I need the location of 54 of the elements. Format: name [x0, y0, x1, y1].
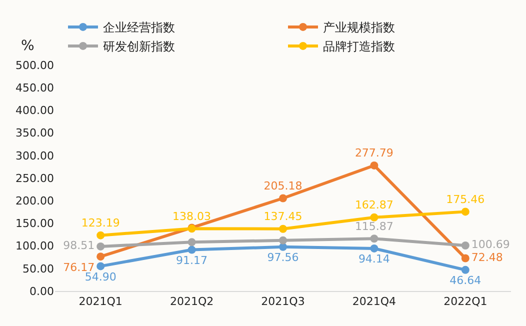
y-tick-label: 200.00	[16, 194, 54, 208]
point	[279, 224, 287, 233]
x-tick-label: 2021Q2	[170, 295, 214, 308]
data-label: 175.46	[446, 192, 485, 206]
point	[96, 262, 105, 270]
point	[96, 231, 105, 240]
y-tick-label: 0.00	[30, 284, 54, 298]
y-tick-label: 100.00	[16, 240, 54, 253]
x-tick-label: 2022Q1	[444, 295, 488, 308]
data-label: 91.17	[176, 254, 208, 268]
point	[279, 236, 287, 244]
x-tick-label: 2021Q4	[352, 295, 396, 308]
legend-label: 产业规模指数	[323, 20, 395, 35]
data-label: 100.69	[471, 238, 510, 252]
legend-label: 品牌打造指数	[323, 40, 395, 54]
point	[96, 252, 105, 261]
y-tick-label: 350.00	[16, 126, 54, 140]
y-tick-label: 150.00	[16, 217, 54, 230]
point	[279, 194, 287, 202]
point	[370, 244, 378, 252]
point	[370, 161, 378, 170]
data-label: 97.56	[267, 251, 299, 264]
data-label: 205.18	[264, 180, 302, 193]
data-label: 162.87	[354, 198, 394, 212]
y-tick-label: 400.00	[16, 104, 54, 118]
point	[279, 242, 287, 251]
point	[370, 213, 378, 222]
point	[461, 254, 470, 262]
legend-label: 研发创新指数	[103, 40, 175, 54]
y-tick-label: 450.00	[16, 81, 54, 94]
point	[461, 208, 470, 216]
point	[96, 242, 105, 250]
y-tick-label: 250.00	[16, 172, 54, 185]
point	[461, 241, 470, 250]
data-label: 72.48	[471, 250, 503, 264]
y-tick-label: 300.00	[16, 149, 54, 162]
data-label: 115.87	[354, 220, 394, 233]
point	[188, 238, 196, 246]
point	[370, 234, 378, 243]
x-tick-label: 2021Q3	[261, 295, 305, 308]
x-tick-label: 2021Q1	[78, 295, 122, 308]
data-label: 123.19	[81, 216, 120, 230]
point	[461, 266, 470, 274]
y-tick-label: 500.00	[16, 58, 54, 72]
data-label: 98.51	[63, 239, 95, 252]
legend-label: 企业经营指数	[103, 20, 175, 35]
data-label: 46.64	[450, 274, 482, 288]
point	[188, 246, 196, 254]
data-label: 277.79	[354, 146, 394, 160]
y-tick-label: 50.00	[22, 262, 54, 276]
data-label: 138.03	[172, 210, 212, 223]
data-label: 137.45	[264, 210, 302, 224]
data-label: 94.14	[358, 252, 390, 266]
y-axis-title: %	[21, 38, 34, 54]
